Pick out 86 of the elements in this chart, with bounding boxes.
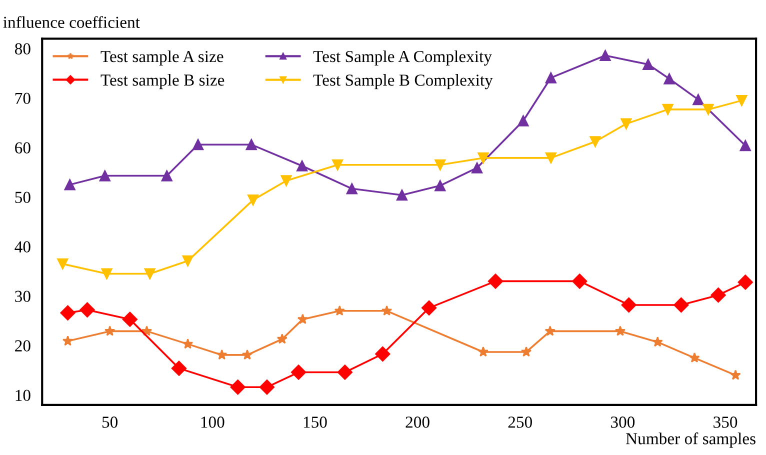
x-axis-title: Number of samples: [626, 432, 756, 448]
point: [332, 159, 344, 170]
point: [520, 346, 532, 357]
point: [290, 364, 306, 380]
legend-label: Test sample A size: [100, 50, 224, 66]
x-tick-label: 100: [201, 416, 224, 428]
point: [297, 314, 308, 324]
point: [64, 179, 76, 190]
point: [621, 297, 636, 313]
y-tick-label: 50: [15, 192, 30, 204]
point: [590, 136, 601, 148]
y-tick-label: 40: [14, 241, 30, 253]
y-tick-label: 80: [14, 43, 30, 55]
x-tick-label: 300: [610, 416, 635, 428]
point: [144, 268, 156, 280]
point: [664, 73, 675, 84]
point: [689, 352, 700, 363]
point: [730, 370, 741, 380]
point: [740, 140, 751, 152]
point: [662, 104, 674, 116]
point: [337, 364, 352, 380]
point: [182, 338, 194, 349]
point: [396, 190, 408, 201]
point: [738, 274, 753, 290]
point: [296, 160, 308, 172]
point: [182, 255, 194, 266]
point: [710, 288, 726, 303]
point: [736, 94, 748, 106]
point: [230, 380, 246, 395]
point: [434, 180, 446, 192]
point: [434, 159, 446, 170]
point: [545, 152, 556, 164]
legend-label: Test Sample A Complexity: [313, 50, 492, 66]
point: [104, 326, 116, 336]
point: [692, 94, 704, 106]
point: [674, 297, 689, 313]
point: [652, 336, 663, 347]
point: [192, 139, 204, 150]
point: [572, 274, 588, 289]
point: [99, 170, 110, 182]
x-tick-label: 350: [714, 416, 738, 428]
point: [346, 183, 358, 194]
point: [381, 305, 392, 316]
point: [247, 194, 259, 206]
point: [545, 72, 556, 84]
legend-label: Test Sample B Complexity: [313, 74, 493, 90]
point: [259, 380, 275, 395]
point: [122, 312, 138, 327]
point: [80, 302, 95, 318]
point: [242, 349, 253, 360]
point: [216, 349, 228, 360]
point: [642, 58, 654, 70]
point: [171, 360, 187, 376]
point: [334, 305, 345, 316]
point: [62, 336, 74, 346]
point: [141, 326, 152, 336]
point: [60, 305, 76, 320]
y-axis-title: influence coefficient: [3, 16, 140, 28]
y-tick-label: 10: [16, 390, 30, 401]
legend-label: Test sample B size: [100, 74, 224, 90]
x-tick-label: 150: [304, 416, 327, 428]
point: [421, 300, 437, 316]
x-tick-label: 50: [102, 416, 118, 428]
point: [276, 334, 288, 344]
point: [471, 162, 483, 174]
point: [101, 268, 112, 280]
y-tick-label: 70: [15, 92, 30, 104]
point: [614, 326, 626, 336]
y-tick-label: 20: [15, 340, 30, 352]
point: [375, 346, 390, 362]
point: [280, 175, 292, 186]
point: [620, 118, 632, 130]
point: [161, 170, 172, 182]
point: [478, 346, 489, 357]
point: [544, 326, 556, 336]
y-tick-label: 30: [15, 290, 30, 302]
point: [488, 274, 504, 289]
y-tick-label: 60: [15, 142, 30, 154]
point: [518, 115, 529, 126]
point: [246, 139, 257, 150]
x-tick-label: 200: [406, 416, 430, 428]
point: [702, 104, 714, 116]
point: [478, 152, 489, 164]
x-tick-label: 250: [508, 416, 532, 428]
point: [600, 50, 611, 62]
point: [57, 258, 68, 270]
